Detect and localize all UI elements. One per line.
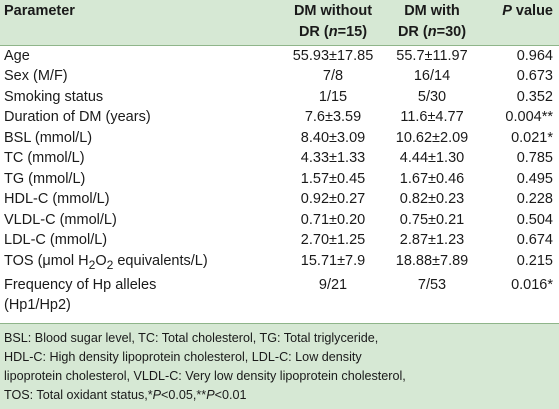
with-dr-cell: 5/30 (417, 88, 447, 105)
without-dr-cell: 55.93±17.85 (284, 44, 382, 66)
param-cell: TC (mmol/L) (4, 150, 85, 166)
without-dr-cell: 1/15 (318, 88, 348, 105)
table-row: HDL-C (mmol/L) 0.92±0.27 0.82±0.23 0.228 (0, 189, 559, 210)
with-dr-cell: 4.44±1.30 (399, 150, 465, 166)
without-dr-cell: 7/8 (322, 68, 344, 84)
table-row: TC (mmol/L) 4.33±1.33 4.44±1.30 0.785 (0, 148, 559, 169)
without-dr-cell: 4.33±1.33 (300, 150, 366, 166)
without-dr-cell: 0.71±0.20 (300, 211, 366, 228)
p-value-cell: 0.021* (511, 129, 553, 146)
with-dr-cell: 55.7±11.97 (382, 44, 482, 66)
header-dm-with-dr: DM with DR (n=30) (397, 3, 467, 40)
table-row: Smoking status 1/15 5/30 0.352 (0, 87, 559, 108)
param-cell: LDL-C (mmol/L) (4, 232, 108, 248)
p-value-cell: 0.504 (516, 211, 553, 228)
with-dr-cell: 10.62±2.09 (395, 129, 469, 146)
param-cell: Smoking status (4, 88, 104, 105)
footnote-line: BSL: Blood sugar level, TC: Total choles… (4, 331, 379, 345)
p-value-cell: 0.964 (482, 44, 559, 66)
without-dr-cell: 0.92±0.27 (300, 191, 366, 207)
footnote-line: HDL-C: High density lipoprotein choleste… (4, 350, 362, 364)
table-row: BSL (mmol/L) 8.40±3.09 10.62±2.09 0.021* (0, 128, 559, 149)
p-value-cell: 0.215 (516, 252, 553, 269)
param-cell: TOS (μmol H2O2 equivalents/L) (4, 252, 208, 272)
p-value-cell: 0.004** (505, 109, 553, 125)
without-dr-cell: 15.71±7.9 (300, 252, 366, 269)
param-cell: Age (0, 44, 284, 66)
table-row-tos: TOS (μmol H2O2 equivalents/L) 15.71±7.9 … (0, 251, 559, 275)
param-cell: VLDL-C (mmol/L) (4, 211, 117, 228)
footnote-line: lipoprotein cholesterol, VLDL-C: Very lo… (4, 369, 406, 383)
without-dr-cell: 9/21 (318, 276, 348, 293)
param-cell: TG (mmol/L) (4, 170, 86, 187)
table-row: Sex (M/F) 7/8 16/14 0.673 (0, 66, 559, 87)
without-dr-cell: 2.70±1.25 (300, 232, 366, 248)
param-cell: BSL (mmol/L) (4, 129, 93, 146)
p-value-cell: 0.352 (516, 88, 553, 105)
p-value-cell: 0.785 (516, 150, 553, 166)
p-value-cell: 0.495 (516, 170, 553, 187)
p-value-cell: 0.016* (511, 276, 553, 293)
with-dr-cell: 1.67±0.46 (399, 170, 465, 187)
header-dm-without-dr: DM without DR (n=15) (293, 3, 373, 40)
p-value-cell: 0.228 (516, 191, 553, 207)
table-row: Duration of DM (years) 7.6±3.59 11.6±4.7… (0, 107, 559, 128)
table-footnotes: BSL: Blood sugar level, TC: Total choles… (0, 323, 559, 409)
with-dr-cell: 18.88±7.89 (395, 252, 469, 269)
with-dr-cell: 0.75±0.21 (399, 211, 465, 228)
p-value-cell: 0.673 (516, 68, 553, 84)
table-row: LDL-C (mmol/L) 2.70±1.25 2.87±1.23 0.674 (0, 230, 559, 251)
table-row: TG (mmol/L) 1.57±0.45 1.67±0.46 0.495 (0, 169, 559, 190)
param-cell: HDL-C (mmol/L) (4, 191, 110, 207)
without-dr-cell: 1.57±0.45 (300, 170, 366, 187)
param-cell: Duration of DM (years) (4, 109, 151, 125)
table-row-hp-alleles: Frequency of Hp alleles (Hp1/Hp2) 9/21 7/… (0, 275, 559, 316)
p-value-cell: 0.674 (516, 232, 553, 248)
footnote-line: TOS: Total oxidant status,*P<0.05,**P<0.… (4, 388, 247, 402)
with-dr-cell: 0.82±0.23 (399, 191, 465, 207)
header-p-value: P value (502, 3, 553, 19)
with-dr-cell: 2.87±1.23 (399, 232, 465, 248)
without-dr-cell: 8.40±3.09 (300, 129, 366, 146)
with-dr-cell: 16/14 (413, 68, 451, 84)
header-parameter: Parameter (4, 3, 75, 19)
with-dr-cell: 7/53 (417, 276, 447, 293)
table-row: VLDL-C (mmol/L) 0.71±0.20 0.75±0.21 0.50… (0, 210, 559, 231)
comparison-table: Parameter DM without DR (n=15) DM with D… (0, 0, 559, 316)
table-row: Age 55.93±17.85 55.7±11.97 0.964 (0, 44, 559, 66)
param-cell: Sex (M/F) (4, 68, 68, 84)
without-dr-cell: 7.6±3.59 (304, 109, 362, 125)
param-cell: Frequency of Hp alleles (Hp1/Hp2) (4, 276, 157, 314)
table-header-row: Parameter DM without DR (n=15) DM with D… (0, 0, 559, 45)
with-dr-cell: 11.6±4.77 (400, 109, 464, 125)
